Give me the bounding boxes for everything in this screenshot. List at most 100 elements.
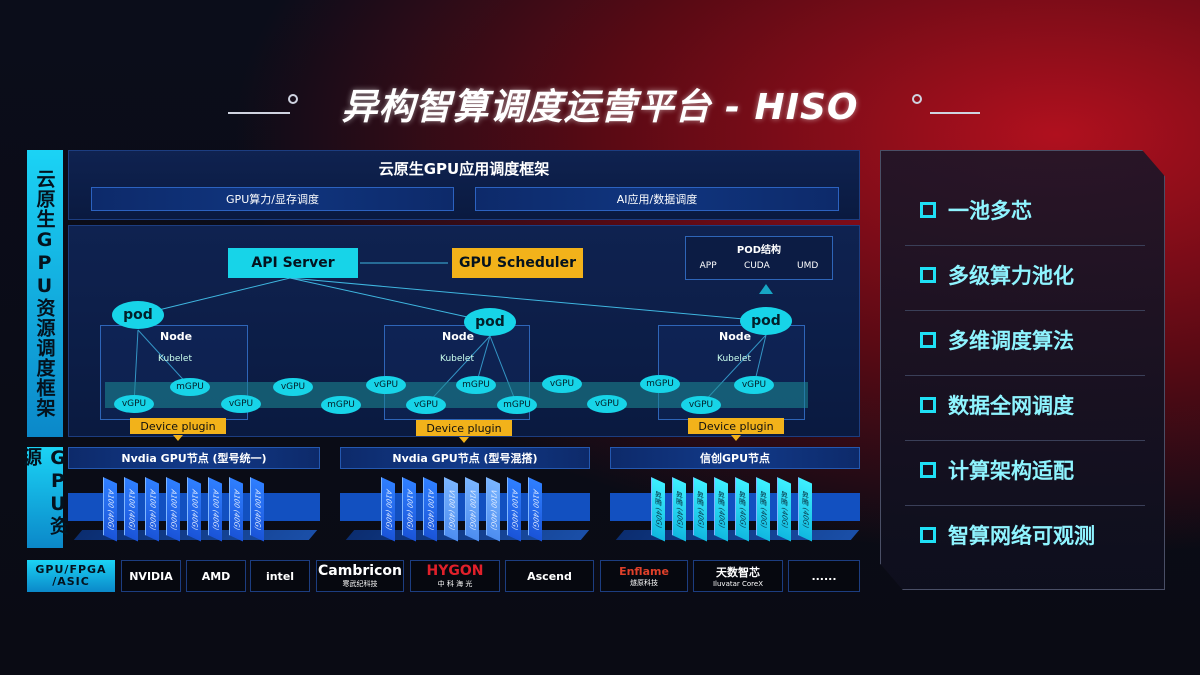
arrow-down-icon — [459, 437, 469, 443]
features-panel — [880, 150, 1165, 590]
pod-item-cuda: CUDA — [743, 261, 770, 271]
gpu-compute-bar: GPU算力/显存调度 — [91, 187, 454, 211]
vgpu-chip: vGPU — [587, 395, 627, 413]
device-plugin-3: Device plugin — [688, 418, 784, 434]
checkbox-square-icon — [920, 462, 936, 478]
title-line-right — [930, 112, 980, 114]
vendor-subtitle: 中 科 海 光 — [437, 580, 473, 588]
page-title: 异构智算调度运营平台 - HISO — [341, 87, 859, 128]
feature-label: 一池多芯 — [948, 199, 1032, 223]
pod-2: pod — [464, 308, 516, 336]
arrow-down-icon — [173, 435, 183, 441]
vgpu-chip: vGPU — [734, 376, 774, 394]
checkbox-square-icon — [920, 202, 936, 218]
vgpu-chip: vGPU — [221, 395, 261, 413]
feature-divider — [905, 505, 1145, 506]
pod-1: pod — [112, 301, 164, 329]
mgpu-chip: mGPU — [321, 396, 361, 414]
mgpu-chip: mGPU — [456, 376, 496, 394]
vendor-logo-0: NVIDIA — [121, 560, 181, 592]
gpu-card: V100 (40G) — [486, 477, 500, 542]
checkbox-square-icon — [920, 267, 936, 283]
feature-divider — [905, 245, 1145, 246]
feature-item: 智算网络可观测 — [920, 520, 1095, 550]
pod-item-umd: UMD — [797, 261, 819, 271]
vendor-logo-7: 天数智芯 Iluvatar CoreX — [693, 560, 783, 592]
mgpu-chip: mGPU — [170, 378, 210, 396]
mgpu-chip: mGPU — [497, 396, 537, 414]
feature-item: 一池多芯 — [920, 195, 1032, 225]
gpu-card: 昇腾 (40G) — [777, 477, 791, 542]
gpu-card: A100 (40G) — [250, 477, 264, 542]
mgpu-chip: mGPU — [640, 375, 680, 393]
ai-data-bar: AI应用/数据调度 — [475, 187, 839, 211]
vgpu-chip: vGPU — [406, 396, 446, 414]
feature-item: 数据全网调度 — [920, 390, 1074, 420]
pod-structure-title: POD结构 — [736, 245, 782, 256]
gpu-card: A100 (40G) — [507, 477, 521, 542]
node-label-1: Node — [160, 330, 193, 343]
app-framework-panel: 云原生GPU应用调度框架 GPU算力/显存调度 AI应用/数据调度 — [68, 150, 860, 220]
gpu-card: A100 (40G) — [103, 477, 117, 542]
vgpu-chip: vGPU — [681, 396, 721, 414]
gpu-card: A100 (40G) — [423, 477, 437, 542]
gpu-node-header-3: 信创GPU节点 — [610, 447, 860, 469]
checkbox-square-icon — [920, 332, 936, 348]
feature-label: 多维调度算法 — [948, 329, 1074, 353]
vendor-category-label: GPU/FPGA /ASIC — [27, 560, 115, 592]
feature-label: 计算架构适配 — [948, 459, 1074, 483]
checkbox-square-icon — [920, 397, 936, 413]
arrow-down-icon — [731, 435, 741, 441]
gpu-card: A100 (40G) — [166, 477, 180, 542]
vendor-subtitle: 寒武纪科技 — [342, 580, 378, 588]
pod-structure-arrow-icon — [759, 284, 773, 294]
feature-divider — [905, 310, 1145, 311]
gpu-scheduler-box: GPU Scheduler — [452, 248, 583, 278]
pod-structure-box: POD结构 APP CUDA UMD — [685, 236, 833, 280]
gpu-card: V100 (40G) — [465, 477, 479, 542]
node-label-3: Node — [719, 330, 752, 343]
gpu-card: V100 (40G) — [444, 477, 458, 542]
vgpu-chip: vGPU — [542, 375, 582, 393]
vgpu-chip: vGPU — [273, 378, 313, 396]
title-line-left — [228, 112, 290, 114]
checkbox-square-icon — [920, 527, 936, 543]
vendor-logo-2: intel — [250, 560, 310, 592]
gpu-card: 昇腾 (40G) — [672, 477, 686, 542]
gpu-card: A100 (40G) — [528, 477, 542, 542]
gpu-card: A100 (40G) — [381, 477, 395, 542]
vgpu-chip: vGPU — [366, 376, 406, 394]
kubelet-label-2: Kubelet — [440, 354, 474, 364]
app-framework-title: 云原生GPU应用调度框架 — [378, 160, 550, 178]
kubelet-label-3: Kubelet — [717, 354, 751, 364]
vgpu-chip: vGPU — [114, 395, 154, 413]
feature-label: 多级算力池化 — [948, 264, 1074, 288]
gpu-card: 昇腾 (40G) — [651, 477, 665, 542]
device-plugin-1: Device plugin — [130, 418, 226, 434]
kubelet-label-1: Kubelet — [158, 354, 192, 364]
vendor-subtitle: Iluvatar CoreX — [712, 580, 763, 588]
vendor-name: Cambricon — [318, 563, 402, 579]
vendor-logo-5: Ascend — [505, 560, 594, 592]
vendor-name: Enflame — [619, 564, 669, 578]
feature-label: 数据全网调度 — [948, 394, 1074, 418]
gpu-card: 昇腾 (40G) — [735, 477, 749, 542]
gpu-card: A100 (40G) — [124, 477, 138, 542]
feature-item: 多维调度算法 — [920, 325, 1074, 355]
vendor-name: NVIDIA — [129, 569, 173, 583]
vendor-name: AMD — [201, 569, 231, 583]
title-dot-right — [912, 94, 922, 104]
vendor-logo-1: AMD — [186, 560, 246, 592]
vendor-logo-4: HYGON 中 科 海 光 — [410, 560, 500, 592]
feature-item: 多级算力池化 — [920, 260, 1074, 290]
gpu-card: 昇腾 (40G) — [714, 477, 728, 542]
title-dot-left — [288, 94, 298, 104]
vendor-name: Ascend — [527, 569, 572, 583]
feature-item: 计算架构适配 — [920, 455, 1074, 485]
api-server-box: API Server — [228, 248, 358, 278]
vendor-name: 天数智芯 — [716, 566, 760, 579]
pod-3: pod — [740, 307, 792, 335]
node-label-2: Node — [442, 330, 475, 343]
feature-divider — [905, 375, 1145, 376]
device-plugin-2: Device plugin — [416, 420, 512, 436]
